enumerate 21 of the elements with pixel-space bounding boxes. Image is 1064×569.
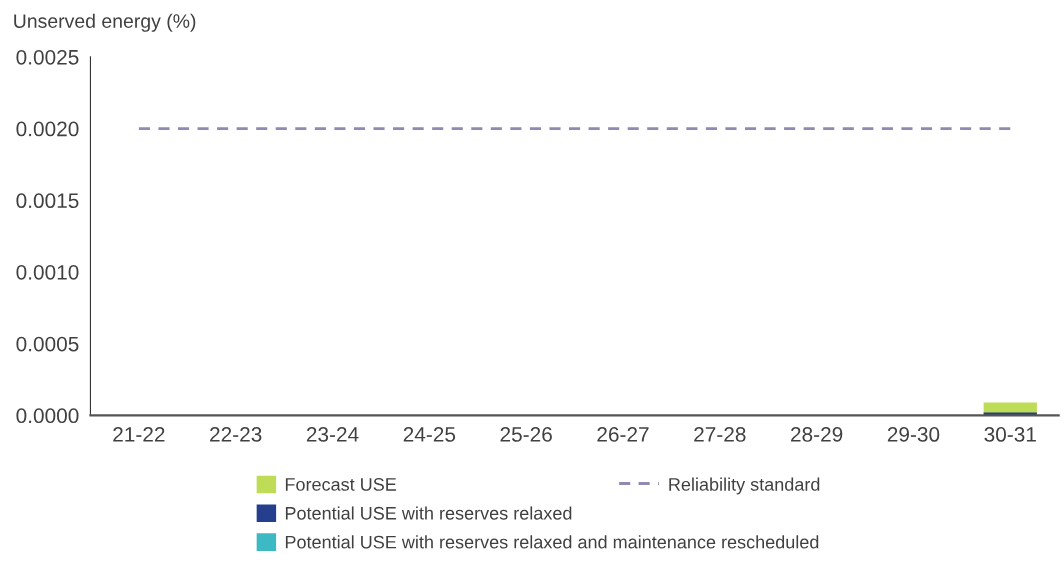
- x-tick-label: 29-30: [887, 427, 940, 442]
- x-tick-label: 28-29: [791, 427, 843, 442]
- x-tick-label: 21-22: [113, 427, 165, 442]
- legend-label: Forecast USE: [285, 478, 397, 491]
- x-tick-label: 22-23: [210, 427, 262, 442]
- y-tick-label: 0.0005: [16, 336, 79, 352]
- x-tick-label: 23-24: [306, 427, 359, 442]
- y-tick-label: 0.0025: [16, 49, 79, 65]
- y-axis-title: Unserved energy (%): [14, 13, 196, 32]
- y-tick-label: 0.0020: [16, 121, 79, 137]
- x-tick-label: 27-28: [694, 427, 746, 442]
- legend-label: Reliability standard: [669, 477, 820, 495]
- x-tick-label: 25-26: [500, 427, 552, 442]
- x-tick-label: 30-31: [984, 427, 1036, 442]
- y-tick-label: 0.0010: [16, 264, 79, 280]
- legend-label: Potential USE with reserves relaxed: [285, 506, 572, 520]
- legend-label: Potential USE with reserves relaxed and maintenance rescheduled: [285, 535, 819, 549]
- y-tick-label: 0.0000: [16, 408, 79, 424]
- x-tick-label: 24-25: [403, 427, 456, 442]
- x-tick-label: 26-27: [597, 427, 649, 442]
- y-tick-label: 0.0015: [16, 193, 79, 209]
